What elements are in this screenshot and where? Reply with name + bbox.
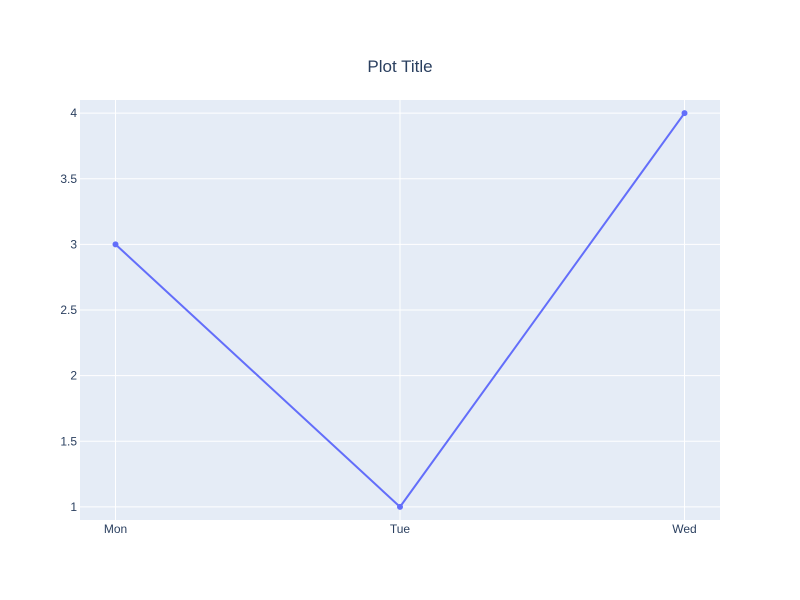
data-point-marker xyxy=(112,241,119,248)
y-tick-label: 2.5 xyxy=(60,303,77,317)
x-tick-label: Wed xyxy=(672,522,696,536)
y-tick-label: 3.5 xyxy=(60,172,77,186)
y-tick-label: 3 xyxy=(70,237,77,251)
x-tick-labels: Mon Tue Wed xyxy=(104,522,697,536)
y-tick-labels: 1 1.5 2 2.5 3 3.5 4 xyxy=(60,106,77,514)
data-point-marker xyxy=(397,503,403,510)
x-gridlines xyxy=(115,100,685,520)
y-tick-label: 4 xyxy=(70,106,77,120)
x-tick-label: Mon xyxy=(104,522,127,536)
data-series xyxy=(112,110,688,510)
y-tick-label: 1.5 xyxy=(60,434,77,448)
y-tick-label: 2 xyxy=(70,369,77,383)
x-tick-label: Tue xyxy=(390,522,411,536)
data-point-marker xyxy=(681,110,688,117)
chart-title: Plot Title xyxy=(367,57,432,76)
y-tick-label: 1 xyxy=(70,500,77,514)
